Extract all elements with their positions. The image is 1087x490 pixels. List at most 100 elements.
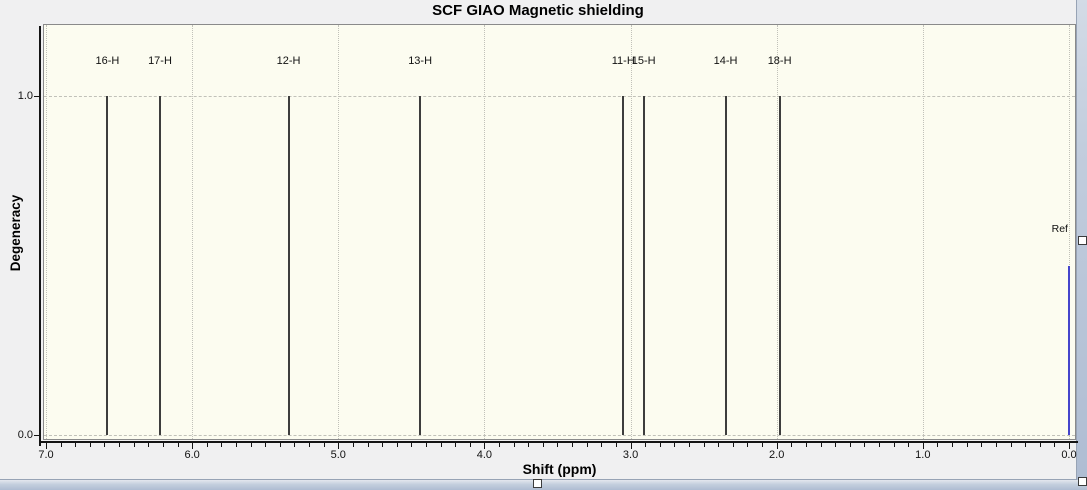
- x-minor-tick: [382, 443, 384, 447]
- x-minor-tick: [557, 443, 559, 447]
- x-minor-tick: [177, 443, 179, 447]
- x-minor-tick: [586, 443, 588, 447]
- x-minor-tick: [367, 443, 369, 447]
- x-minor-tick: [805, 443, 807, 447]
- x-major-tick: [776, 443, 778, 449]
- grid-line-vertical: [1068, 25, 1070, 439]
- peak-label: 11-H: [611, 55, 635, 67]
- x-minor-tick: [250, 443, 252, 447]
- x-minor-tick: [60, 443, 62, 447]
- x-minor-tick: [1010, 443, 1012, 447]
- grid-line-vertical: [776, 25, 778, 439]
- peak-line: [287, 96, 290, 435]
- resize-handle-bottom-center[interactable]: [533, 479, 542, 488]
- x-minor-tick: [411, 443, 413, 447]
- x-tick-label: 3.0: [622, 449, 639, 461]
- peak-label: 15-H: [631, 55, 656, 67]
- x-tick-label: 2.0: [769, 449, 785, 461]
- x-tick-label: 6.0: [184, 449, 200, 461]
- x-minor-tick: [309, 443, 311, 447]
- resize-handle-bottom-right[interactable]: [1078, 477, 1087, 486]
- x-minor-tick: [440, 443, 442, 447]
- x-minor-tick: [572, 443, 574, 447]
- x-minor-tick: [279, 443, 281, 447]
- chart-title: SCF GIAO Magnetic shielding: [432, 2, 644, 19]
- x-minor-tick: [352, 443, 354, 447]
- x-minor-tick: [659, 443, 661, 447]
- x-minor-tick: [601, 443, 603, 447]
- x-minor-tick: [265, 443, 267, 447]
- x-minor-tick: [878, 443, 880, 447]
- x-minor-tick: [455, 443, 457, 447]
- grid-line-vertical: [484, 25, 486, 439]
- peak-line: [724, 96, 727, 435]
- x-minor-tick: [294, 443, 296, 447]
- x-minor-tick: [425, 443, 427, 447]
- x-minor-tick: [849, 443, 851, 447]
- peak-line: [622, 96, 625, 435]
- x-minor-tick: [835, 443, 837, 447]
- resize-handle-right-middle[interactable]: [1078, 236, 1087, 245]
- y-tick: [34, 96, 40, 97]
- peak-line: [419, 96, 422, 435]
- x-minor-tick: [1039, 443, 1041, 447]
- x-minor-tick: [162, 443, 164, 447]
- x-minor-tick: [718, 443, 720, 447]
- peak-label: 12-H: [276, 55, 301, 67]
- x-major-tick: [46, 443, 47, 449]
- peak-line: [158, 96, 161, 435]
- grid-line-vertical: [922, 25, 924, 439]
- grid-line-vertical: [192, 25, 194, 439]
- peak-label: 14-H: [713, 55, 738, 67]
- peak-label: 17-H: [148, 55, 172, 67]
- x-minor-tick: [689, 443, 691, 447]
- reference-peak-line: [1067, 265, 1070, 435]
- x-major-tick: [338, 443, 340, 449]
- x-minor-tick: [235, 443, 237, 447]
- x-minor-tick: [75, 443, 77, 447]
- x-axis-title: Shift (ppm): [522, 461, 597, 477]
- peak-label: 18-H: [767, 55, 792, 67]
- spectrum-panel: SCF GIAO Magnetic shielding Degeneracy 1…: [0, 0, 1078, 480]
- x-major-tick: [630, 443, 632, 449]
- y-tick-label: 0.0: [17, 429, 33, 441]
- peak-line: [106, 96, 109, 435]
- x-minor-tick: [1025, 443, 1027, 447]
- x-minor-tick: [499, 443, 501, 447]
- peak-label: 13-H: [408, 55, 433, 67]
- y-tick-label: 1.0: [17, 90, 33, 102]
- peak-label: 16-H: [95, 55, 120, 67]
- y-tick: [34, 435, 40, 436]
- grid-line-horizontal: [44, 435, 1075, 436]
- window-edge-bottom: [0, 480, 1087, 490]
- x-minor-tick: [966, 443, 968, 447]
- x-minor-tick: [820, 443, 822, 447]
- x-minor-tick: [104, 443, 106, 447]
- x-tick-label: 5.0: [330, 449, 346, 461]
- grid-line-horizontal: [44, 96, 1075, 97]
- x-major-tick: [192, 443, 194, 449]
- x-minor-tick: [732, 443, 734, 447]
- x-minor-tick: [469, 443, 471, 447]
- x-minor-tick: [133, 443, 135, 447]
- y-axis-line: [39, 26, 41, 446]
- x-major-tick: [1068, 443, 1070, 449]
- x-axis-line: [40, 441, 1078, 443]
- x-minor-tick: [206, 443, 208, 447]
- x-minor-tick: [615, 443, 617, 447]
- grid-line-vertical: [338, 25, 340, 439]
- x-minor-tick: [1054, 443, 1056, 447]
- x-tick-label: 4.0: [476, 449, 493, 461]
- x-minor-tick: [995, 443, 997, 447]
- x-minor-tick: [864, 443, 866, 447]
- plot-area[interactable]: 16-H 17-H 12-H 13-H 11-H 15-H 14-H 18-H Ref: [43, 24, 1076, 440]
- x-minor-tick: [937, 443, 939, 447]
- x-minor-tick: [762, 443, 764, 447]
- x-minor-tick: [323, 443, 325, 447]
- x-major-tick: [922, 443, 924, 449]
- x-minor-tick: [747, 443, 749, 447]
- x-minor-tick: [89, 443, 91, 447]
- x-minor-tick: [221, 443, 223, 447]
- x-minor-tick: [542, 443, 544, 447]
